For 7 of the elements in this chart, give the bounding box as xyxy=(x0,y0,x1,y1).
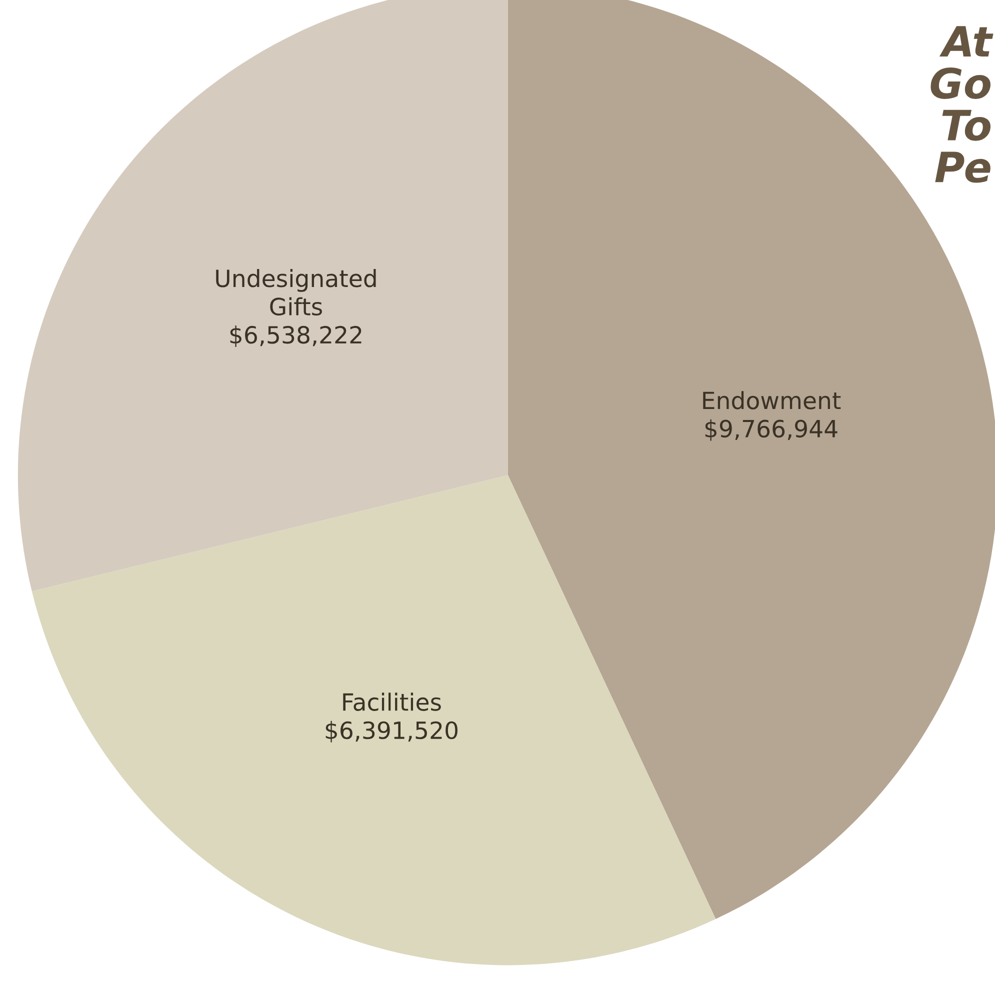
slice-label: Facilities xyxy=(343,692,441,711)
text: At Go To Pe xyxy=(930,26,994,183)
slice-label: Undesignated Gifts xyxy=(216,269,376,316)
data-label: $9,766,944 xyxy=(705,419,838,441)
slice-label: Endowment xyxy=(703,391,841,410)
data-label: $6,538,222 xyxy=(230,325,362,347)
data-label: $6,391,520 xyxy=(326,720,458,742)
